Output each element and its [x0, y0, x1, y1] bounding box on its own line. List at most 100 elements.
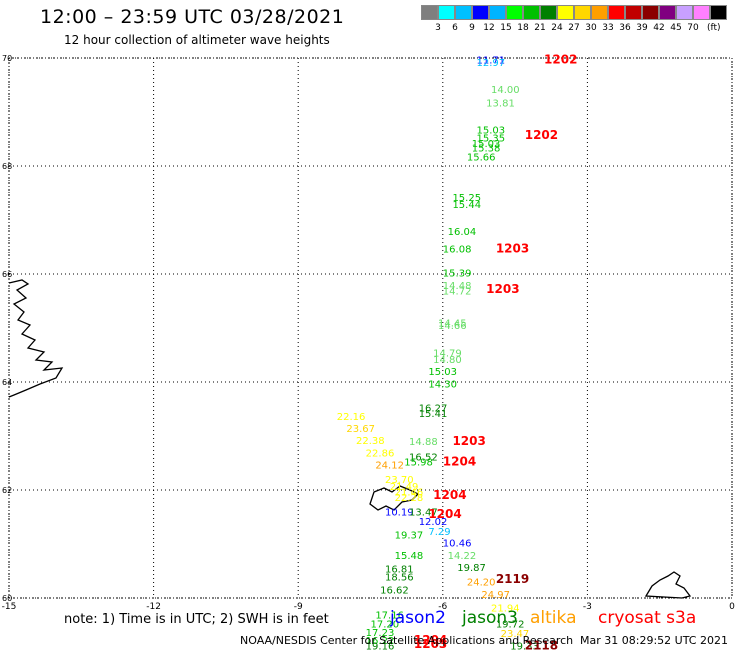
pass-time-marker: 1202 — [544, 52, 577, 66]
color-scale-label: 42 — [653, 23, 665, 33]
y-tick-label: 60 — [2, 594, 12, 603]
color-scale-label: 9 — [469, 23, 475, 33]
wave-height-label: 19.33 — [510, 641, 539, 650]
wave-height-label: 10.46 — [443, 539, 472, 550]
wave-height-label: 19.72 — [496, 620, 525, 631]
wave-height-label: 16.81 — [385, 565, 414, 576]
wave-height-label: 15.25 — [452, 193, 481, 204]
credit-line: NOAA/NESDIS Center for Satellite Applica… — [240, 634, 574, 647]
wave-height-label: 16.04 — [448, 227, 477, 238]
wave-height-label: 15.48 — [395, 551, 424, 562]
wave-height-label: 19.87 — [457, 563, 486, 574]
wave-height-label: 17.23 — [366, 628, 395, 639]
wave-height-label: 17.16 — [375, 611, 404, 622]
pass-time-marker: 1204 — [433, 488, 466, 502]
wave-height-label: 22.28 — [395, 493, 424, 504]
y-tick-label: 62 — [2, 486, 12, 495]
color-scale-swatch — [523, 5, 540, 20]
color-scale-swatch — [591, 5, 608, 20]
wave-height-label: 14.48 — [443, 281, 472, 292]
x-tick-label: -15 — [2, 602, 17, 612]
color-scale-label: 70 — [687, 23, 699, 33]
wave-height-label: 21.94 — [491, 604, 520, 615]
color-scale-swatch — [421, 5, 438, 20]
x-tick-label: -9 — [294, 602, 303, 612]
pass-time-marker: 1202 — [525, 128, 558, 142]
wave-height-label: 22.38 — [356, 436, 385, 447]
pass-time-marker: 1203 — [496, 241, 529, 255]
color-scale-label: 6 — [452, 23, 458, 33]
wave-height-label: 11.71 — [477, 55, 506, 66]
color-scale-swatch — [489, 5, 506, 20]
wave-height-label: 16.52 — [409, 452, 438, 463]
color-scale-swatch — [710, 5, 727, 20]
color-scale-label: 45 — [670, 23, 682, 33]
wave-height-label: 23.70 — [385, 475, 414, 486]
wave-height-label: 15.66 — [467, 153, 496, 164]
wave-height-label: 22.86 — [366, 449, 395, 460]
wave-height-label: 15.03 — [472, 139, 501, 150]
color-scale-swatch — [506, 5, 523, 20]
pass-time-marker: 2119 — [496, 572, 529, 586]
color-scale-label: 15 — [500, 23, 512, 33]
x-tick-label: -12 — [146, 602, 161, 612]
satellite-legend-entry: altika — [530, 608, 577, 628]
pass-time-marker: 1203 — [486, 282, 519, 296]
wave-height-label: 14.66 — [438, 321, 467, 332]
color-scale-swatch — [625, 5, 642, 20]
color-scale-label: 12 — [483, 23, 495, 33]
color-scale-label: 33 — [602, 23, 614, 33]
wave-height-label: 16.08 — [443, 244, 472, 255]
color-scale-swatch — [676, 5, 693, 20]
x-tick-label: 0 — [729, 602, 735, 612]
wave-height-label: 7.29 — [428, 527, 450, 538]
color-scale-label: 3 — [435, 23, 441, 33]
wave-height-label: 16.27 — [419, 404, 448, 415]
wave-height-label: 23.67 — [346, 424, 375, 435]
color-scale-swatch — [574, 5, 591, 20]
color-scale-swatch — [472, 5, 489, 20]
wave-height-label: 24.20 — [467, 578, 496, 589]
wave-height-label: 14.80 — [433, 355, 462, 366]
color-scale-label: 27 — [568, 23, 580, 33]
wave-height-label: 13.81 — [486, 99, 515, 110]
wave-height-label: 10.19 — [385, 507, 414, 518]
wave-height-label: 18.56 — [385, 573, 414, 584]
pass-time-marker: 1204 — [443, 455, 476, 469]
color-scale-swatch — [557, 5, 574, 20]
wave-height-label: 14.79 — [433, 349, 462, 360]
pass-time-marker: 1204 — [428, 507, 461, 521]
color-scale-label: 30 — [585, 23, 597, 33]
wave-height-label: 14.72 — [443, 287, 472, 298]
y-tick-label: 64 — [2, 378, 12, 387]
color-scale-swatch — [642, 5, 659, 20]
pass-time-marker: 1203 — [414, 637, 447, 650]
color-scale-label: 24 — [551, 23, 563, 33]
wave-height-label: 15.41 — [419, 409, 448, 420]
footer-note: note: 1) Time is in UTC; 2) SWH is in fe… — [64, 612, 329, 627]
wave-height-label: 15.03 — [428, 367, 457, 378]
norway-coastline — [644, 571, 692, 599]
color-scale-swatch — [693, 5, 710, 20]
wave-height-label: 15.39 — [443, 269, 472, 280]
x-tick-label: -6 — [438, 602, 447, 612]
y-tick-label: 66 — [2, 270, 12, 279]
y-tick-label: 68 — [2, 162, 12, 171]
satellite-legend-entry: jason3 — [462, 608, 518, 628]
satellite-legend-entry: jason2 — [390, 608, 446, 628]
wave-height-label: 23.47 — [501, 629, 530, 640]
wave-height-label: 14.45 — [438, 318, 467, 329]
color-scale-label: 39 — [636, 23, 648, 33]
page-subtitle: 12 hour collection of altimeter wave hei… — [64, 33, 330, 47]
color-scale-swatch — [608, 5, 625, 20]
faroe-islands-coastline — [369, 485, 420, 511]
wave-height-label: 24.12 — [375, 460, 404, 471]
wave-height-label: 24.97 — [481, 590, 510, 601]
wave-height-label: 19.37 — [395, 531, 424, 542]
wave-height-label: 16.62 — [380, 586, 409, 597]
generation-timestamp: Mar 31 08:29:52 UTC 2021 — [580, 634, 728, 647]
wave-height-label: 15.98 — [404, 458, 433, 469]
color-scale-swatch — [540, 5, 557, 20]
wave-height-label: 15.03 — [477, 126, 506, 137]
